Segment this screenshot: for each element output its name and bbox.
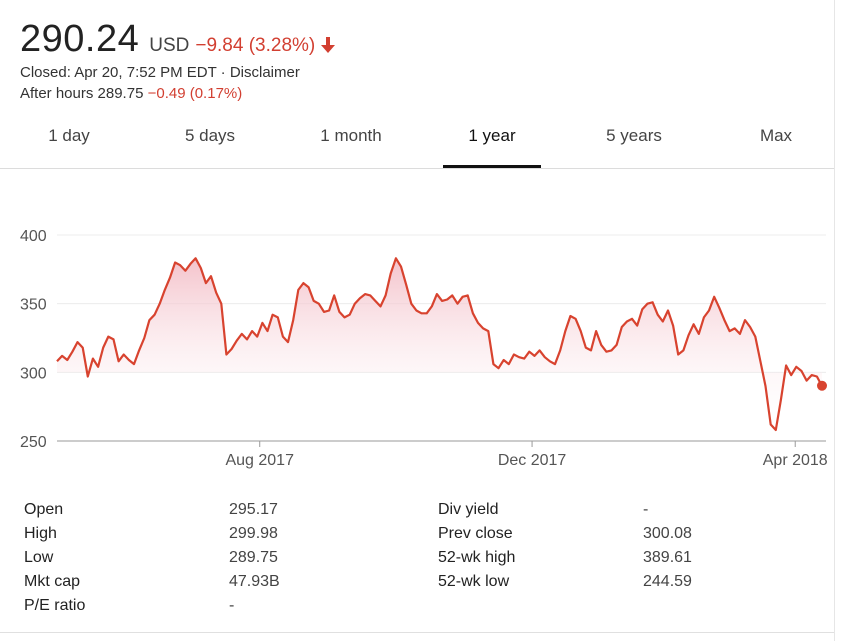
stat-value-pe-ratio: - (229, 597, 235, 614)
stat-value-52wk-high: 389.61 (643, 549, 692, 566)
arrow-down-icon (321, 37, 336, 53)
price-line (56, 257, 823, 432)
time-range-tabs: 1 day 5 days 1 month 1 year 5 years Max (0, 118, 834, 169)
x-tick-label: Aug 2017 (225, 452, 294, 469)
tab-5-days[interactable]: 5 days (184, 126, 236, 145)
stat-value-prev-close: 300.08 (643, 525, 692, 542)
stat-label-high: High (24, 525, 57, 542)
closed-status: Closed: Apr 20, 7:52 PM EDT · Disclaimer (20, 64, 300, 81)
current-price: 290.24 (20, 18, 140, 60)
stat-label-mkt-cap: Mkt cap (24, 573, 81, 590)
stat-value-high: 299.98 (229, 525, 278, 542)
after-hours-label: After hours 289.75 (20, 85, 144, 102)
stat-label-pe-ratio: P/E ratio (24, 597, 86, 614)
after-hours-row: After hours 289.75 −0.49 (0.17%) (20, 84, 335, 103)
y-tick-label: 250 (20, 434, 47, 451)
price-chart[interactable]: 250 300 350 400 Aug 2017 Dec 2017 Apr 2018 (0, 200, 834, 490)
quote-header: 290.24 USD −9.84 (3.28%) Closed: Apr 20,… (20, 18, 336, 103)
card-bottom-border (0, 632, 834, 633)
stat-value-52wk-low: 244.59 (643, 573, 692, 590)
stat-label-prev-close: Prev close (438, 525, 513, 542)
stat-label-open: Open (24, 501, 64, 518)
y-tick-label: 400 (20, 228, 47, 245)
card-right-border (834, 0, 835, 641)
stat-label-52wk-low: 52-wk low (438, 573, 510, 590)
stat-label-52wk-high: 52-wk high (438, 549, 516, 566)
last-price-dot (817, 380, 827, 391)
stat-value-open: 295.17 (229, 501, 278, 518)
stat-value-div-yield: - (643, 501, 649, 518)
price-change: −9.84 (3.28%) (195, 35, 316, 56)
price-row: 290.24 USD −9.84 (3.28%) (20, 18, 336, 61)
y-tick-label: 350 (20, 297, 47, 314)
x-tick-label: Apr 2018 (763, 452, 828, 469)
currency-code: USD (149, 35, 190, 56)
active-tab-indicator (443, 165, 541, 168)
y-tick-label: 300 (20, 365, 47, 382)
tab-1-month[interactable]: 1 month (320, 126, 382, 145)
stat-value-low: 289.75 (229, 549, 278, 566)
stat-label-low: Low (24, 549, 54, 566)
stat-label-div-yield: Div yield (438, 501, 499, 518)
after-hours-change: −0.49 (0.17%) (147, 85, 243, 102)
tab-5-years[interactable]: 5 years (606, 126, 662, 145)
tab-1-year[interactable]: 1 year (468, 126, 516, 145)
stat-value-mkt-cap: 47.93B (229, 573, 280, 590)
x-tick-label: Dec 2017 (498, 452, 567, 469)
price-area-fill (57, 258, 822, 430)
tab-max[interactable]: Max (759, 126, 793, 145)
tab-1-day[interactable]: 1 day (48, 126, 90, 145)
